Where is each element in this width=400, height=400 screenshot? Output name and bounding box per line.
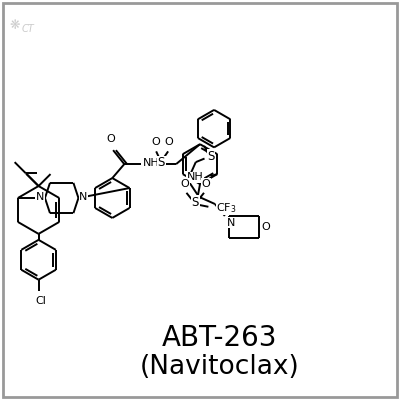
- Text: O: O: [262, 222, 270, 232]
- Text: O: O: [106, 134, 115, 144]
- Text: O: O: [180, 179, 189, 189]
- Text: Cl: Cl: [35, 296, 46, 306]
- Text: N: N: [226, 218, 235, 228]
- Text: S: S: [158, 156, 165, 170]
- Text: (Navitoclax): (Navitoclax): [140, 354, 300, 380]
- Text: CT: CT: [22, 24, 34, 34]
- Text: NH: NH: [187, 172, 204, 182]
- Text: N: N: [36, 192, 44, 202]
- Text: NH: NH: [143, 158, 159, 168]
- Polygon shape: [190, 177, 203, 182]
- Text: O: O: [201, 179, 210, 189]
- Text: ABT-263: ABT-263: [162, 324, 278, 352]
- Text: O: O: [151, 136, 160, 146]
- Text: O: O: [164, 136, 173, 146]
- Text: N: N: [79, 192, 88, 202]
- Text: CF$_3$: CF$_3$: [216, 201, 237, 215]
- Text: ❋: ❋: [9, 19, 20, 32]
- Text: S: S: [207, 150, 215, 163]
- Text: S: S: [192, 196, 199, 209]
